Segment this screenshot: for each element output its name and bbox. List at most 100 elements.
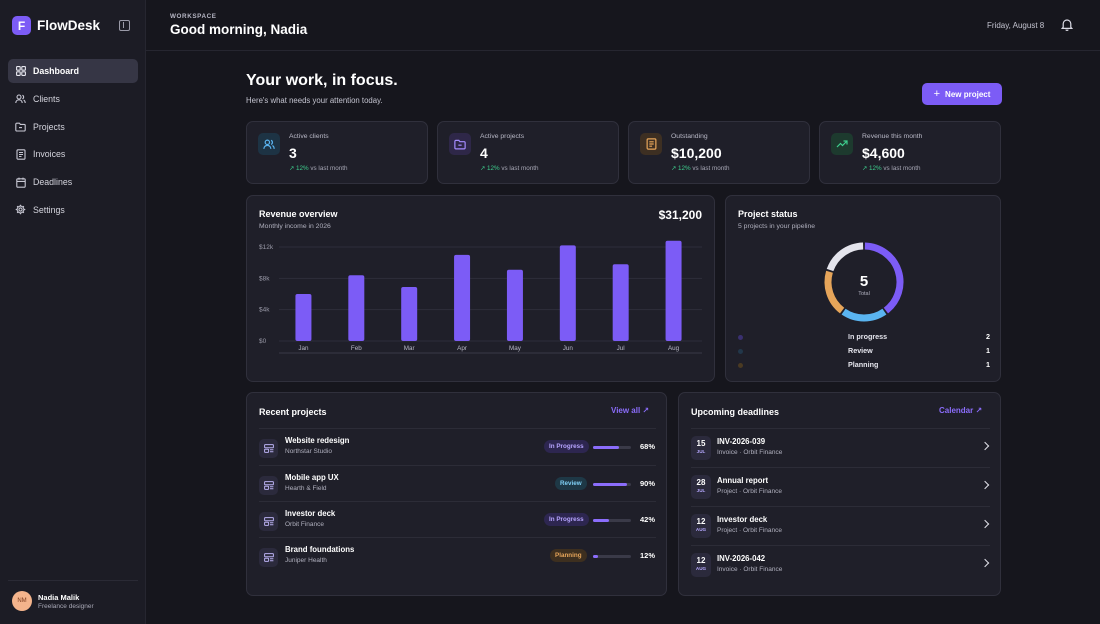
- sidebar-item-label: Projects: [33, 121, 65, 132]
- bar-aug: [665, 240, 682, 341]
- sidebar-item-invoices[interactable]: Invoices: [8, 142, 138, 166]
- stat-value: $4,600: [862, 145, 905, 161]
- stat-card-outstanding[interactable]: Outstanding $10,200 ↗ 12% vs last month: [628, 121, 810, 184]
- user-profile[interactable]: NM Nadia Malik Freelance designer: [8, 580, 138, 611]
- stat-card-clients[interactable]: Active clients 3 ↗ 12% vs last month: [246, 121, 428, 184]
- document-icon: [15, 149, 26, 160]
- folder-icon: [15, 121, 26, 132]
- stat-delta: ↗ 12% vs last month: [862, 165, 921, 172]
- status-badge: Review: [555, 477, 587, 490]
- x-tick-label: Feb: [351, 345, 362, 352]
- sidebar-item-deadlines[interactable]: Deadlines: [8, 170, 138, 194]
- progress-percent: 12%: [639, 551, 655, 560]
- users-icon: [258, 133, 280, 155]
- brand[interactable]: F FlowDesk: [12, 16, 100, 35]
- progress-percent: 68%: [639, 442, 655, 451]
- date-month: JUL: [696, 488, 706, 493]
- project-row[interactable]: Brand foundations Juniper Health Plannin…: [259, 537, 656, 574]
- project-row[interactable]: Mobile app UX Hearth & Field Review 90%: [259, 465, 656, 502]
- deadline-row[interactable]: 28 JUL Annual report Project · Orbit Fin…: [691, 467, 990, 506]
- project-icon: [259, 476, 278, 495]
- legend-count: 2: [986, 332, 990, 341]
- donut-total: 5: [860, 273, 868, 290]
- stat-delta: ↗ 12% vs last month: [671, 165, 730, 172]
- chevron-right-icon[interactable]: [980, 558, 990, 568]
- sidebar-item-label: Dashboard: [33, 66, 79, 76]
- revenue-card: Revenue overview Monthly income in 2026 …: [246, 195, 715, 382]
- project-icon: [259, 548, 278, 567]
- bar-jan: [295, 294, 312, 341]
- avatar: NM: [12, 591, 32, 611]
- legend-item: In progress 2: [738, 332, 990, 344]
- y-tick-label: $12k: [259, 244, 274, 251]
- sidebar-item-label: Settings: [33, 204, 65, 215]
- project-row[interactable]: Website redesign Northstar Studio In Pro…: [259, 428, 656, 465]
- legend-dot: [738, 363, 743, 368]
- gear-icon: [15, 204, 26, 215]
- status-badge: In Progress: [544, 513, 589, 526]
- plus-icon: +: [933, 88, 941, 100]
- document-icon: [640, 133, 662, 155]
- sidebar-item-projects[interactable]: Projects: [8, 115, 138, 139]
- upcoming-deadlines-card: Upcoming deadlines Calendar ↗ 15 JUL INV…: [678, 392, 1001, 596]
- sidebar-collapse-icon[interactable]: [119, 20, 130, 31]
- progress-fill: [593, 483, 628, 486]
- sidebar-item-dashboard[interactable]: Dashboard: [8, 59, 138, 83]
- new-project-button[interactable]: + New project: [922, 83, 1002, 105]
- revenue-total: $31,200: [658, 208, 702, 222]
- brand-name: FlowDesk: [37, 18, 101, 33]
- deadline-meta: Invoice · Orbit Finance: [717, 566, 783, 573]
- sidebar-item-settings[interactable]: Settings: [8, 198, 138, 222]
- bar-mar: [401, 286, 418, 341]
- chevron-right-icon[interactable]: [980, 441, 990, 451]
- bell-icon[interactable]: [1060, 18, 1074, 31]
- bar-feb: [348, 275, 365, 341]
- sidebar-item-clients[interactable]: Clients: [8, 87, 138, 111]
- status-subtitle: 5 projects in your pipeline: [738, 223, 816, 230]
- recent-title: Recent projects: [259, 407, 327, 417]
- progress-fill: [593, 446, 619, 449]
- calendar-link[interactable]: Calendar ↗: [939, 406, 983, 415]
- date-badge: 15 JUL: [691, 436, 711, 460]
- deadline-row[interactable]: 12 AUG Investor deck Project · Orbit Fin…: [691, 506, 990, 545]
- project-client: Hearth & Field: [285, 485, 327, 492]
- bar-jul: [612, 264, 629, 341]
- stat-card-revenue[interactable]: Revenue this month $4,600 ↗ 12% vs last …: [819, 121, 1001, 184]
- revenue-title: Revenue overview: [259, 209, 338, 219]
- date-day: 28: [696, 478, 706, 487]
- folder-icon: [449, 133, 471, 155]
- status-title: Project status: [738, 209, 798, 219]
- stat-card-projects[interactable]: Active projects 4 ↗ 12% vs last month: [437, 121, 619, 184]
- project-icon: [259, 439, 278, 458]
- deadline-title: Investor deck: [717, 515, 768, 524]
- legend-label: In progress: [848, 332, 888, 341]
- revenue-subtitle: Monthly income in 2026: [259, 223, 331, 230]
- project-row[interactable]: Investor deck Orbit Finance In Progress …: [259, 501, 656, 538]
- deadline-title: INV-2026-042: [717, 554, 766, 563]
- y-tick-label: $8k: [259, 275, 270, 282]
- deadline-row[interactable]: 15 JUL INV-2026-039 Invoice · Orbit Fina…: [691, 428, 990, 467]
- sidebar-item-label: Invoices: [33, 149, 66, 160]
- progress-bar: [593, 483, 631, 486]
- view-all-link[interactable]: View all ↗: [611, 406, 650, 415]
- stat-label: Outstanding: [671, 133, 708, 140]
- legend-label: Planning: [848, 360, 879, 369]
- donut-segment-planning: [824, 270, 845, 314]
- stat-delta: ↗ 12% vs last month: [480, 165, 539, 172]
- chevron-right-icon[interactable]: [980, 480, 990, 490]
- date-day: 12: [696, 517, 706, 526]
- project-title: Website redesign: [285, 436, 350, 445]
- progress-fill: [593, 519, 609, 522]
- page-title: Your work, in focus.: [246, 72, 398, 89]
- bar-jun: [559, 245, 576, 341]
- deadline-title: Annual report: [717, 476, 769, 485]
- legend-dot: [738, 335, 743, 340]
- donut-segment-review: [841, 308, 887, 322]
- new-project-label: New project: [945, 89, 991, 99]
- project-title: Mobile app UX: [285, 473, 339, 482]
- chevron-right-icon[interactable]: [980, 519, 990, 529]
- grid-icon: [15, 66, 26, 77]
- deadline-row[interactable]: 12 AUG INV-2026-042 Invoice · Orbit Fina…: [691, 545, 990, 584]
- stat-delta: ↗ 12% vs last month: [289, 165, 348, 172]
